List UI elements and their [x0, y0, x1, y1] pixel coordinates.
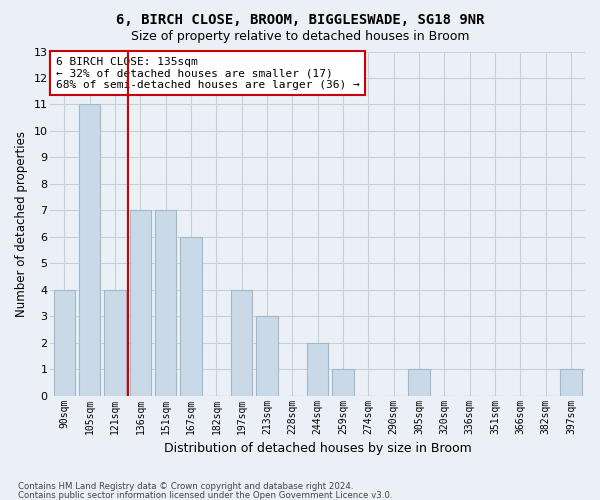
Text: Contains public sector information licensed under the Open Government Licence v3: Contains public sector information licen… [18, 490, 392, 500]
Bar [155, 210, 176, 396]
X-axis label: Distribution of detached houses by size in Broom: Distribution of detached houses by size … [164, 442, 472, 455]
Bar [560, 369, 582, 396]
Text: 6 BIRCH CLOSE: 135sqm
← 32% of detached houses are smaller (17)
68% of semi-deta: 6 BIRCH CLOSE: 135sqm ← 32% of detached … [56, 56, 359, 90]
Bar [130, 210, 151, 396]
Bar [231, 290, 253, 396]
Bar [53, 290, 75, 396]
Y-axis label: Number of detached properties: Number of detached properties [15, 130, 28, 316]
Bar [79, 104, 100, 396]
Bar [307, 342, 328, 396]
Text: 6, BIRCH CLOSE, BROOM, BIGGLESWADE, SG18 9NR: 6, BIRCH CLOSE, BROOM, BIGGLESWADE, SG18… [116, 12, 484, 26]
Bar [180, 237, 202, 396]
Bar [256, 316, 278, 396]
Bar [408, 369, 430, 396]
Text: Contains HM Land Registry data © Crown copyright and database right 2024.: Contains HM Land Registry data © Crown c… [18, 482, 353, 491]
Bar [104, 290, 126, 396]
Bar [332, 369, 354, 396]
Text: Size of property relative to detached houses in Broom: Size of property relative to detached ho… [131, 30, 469, 43]
